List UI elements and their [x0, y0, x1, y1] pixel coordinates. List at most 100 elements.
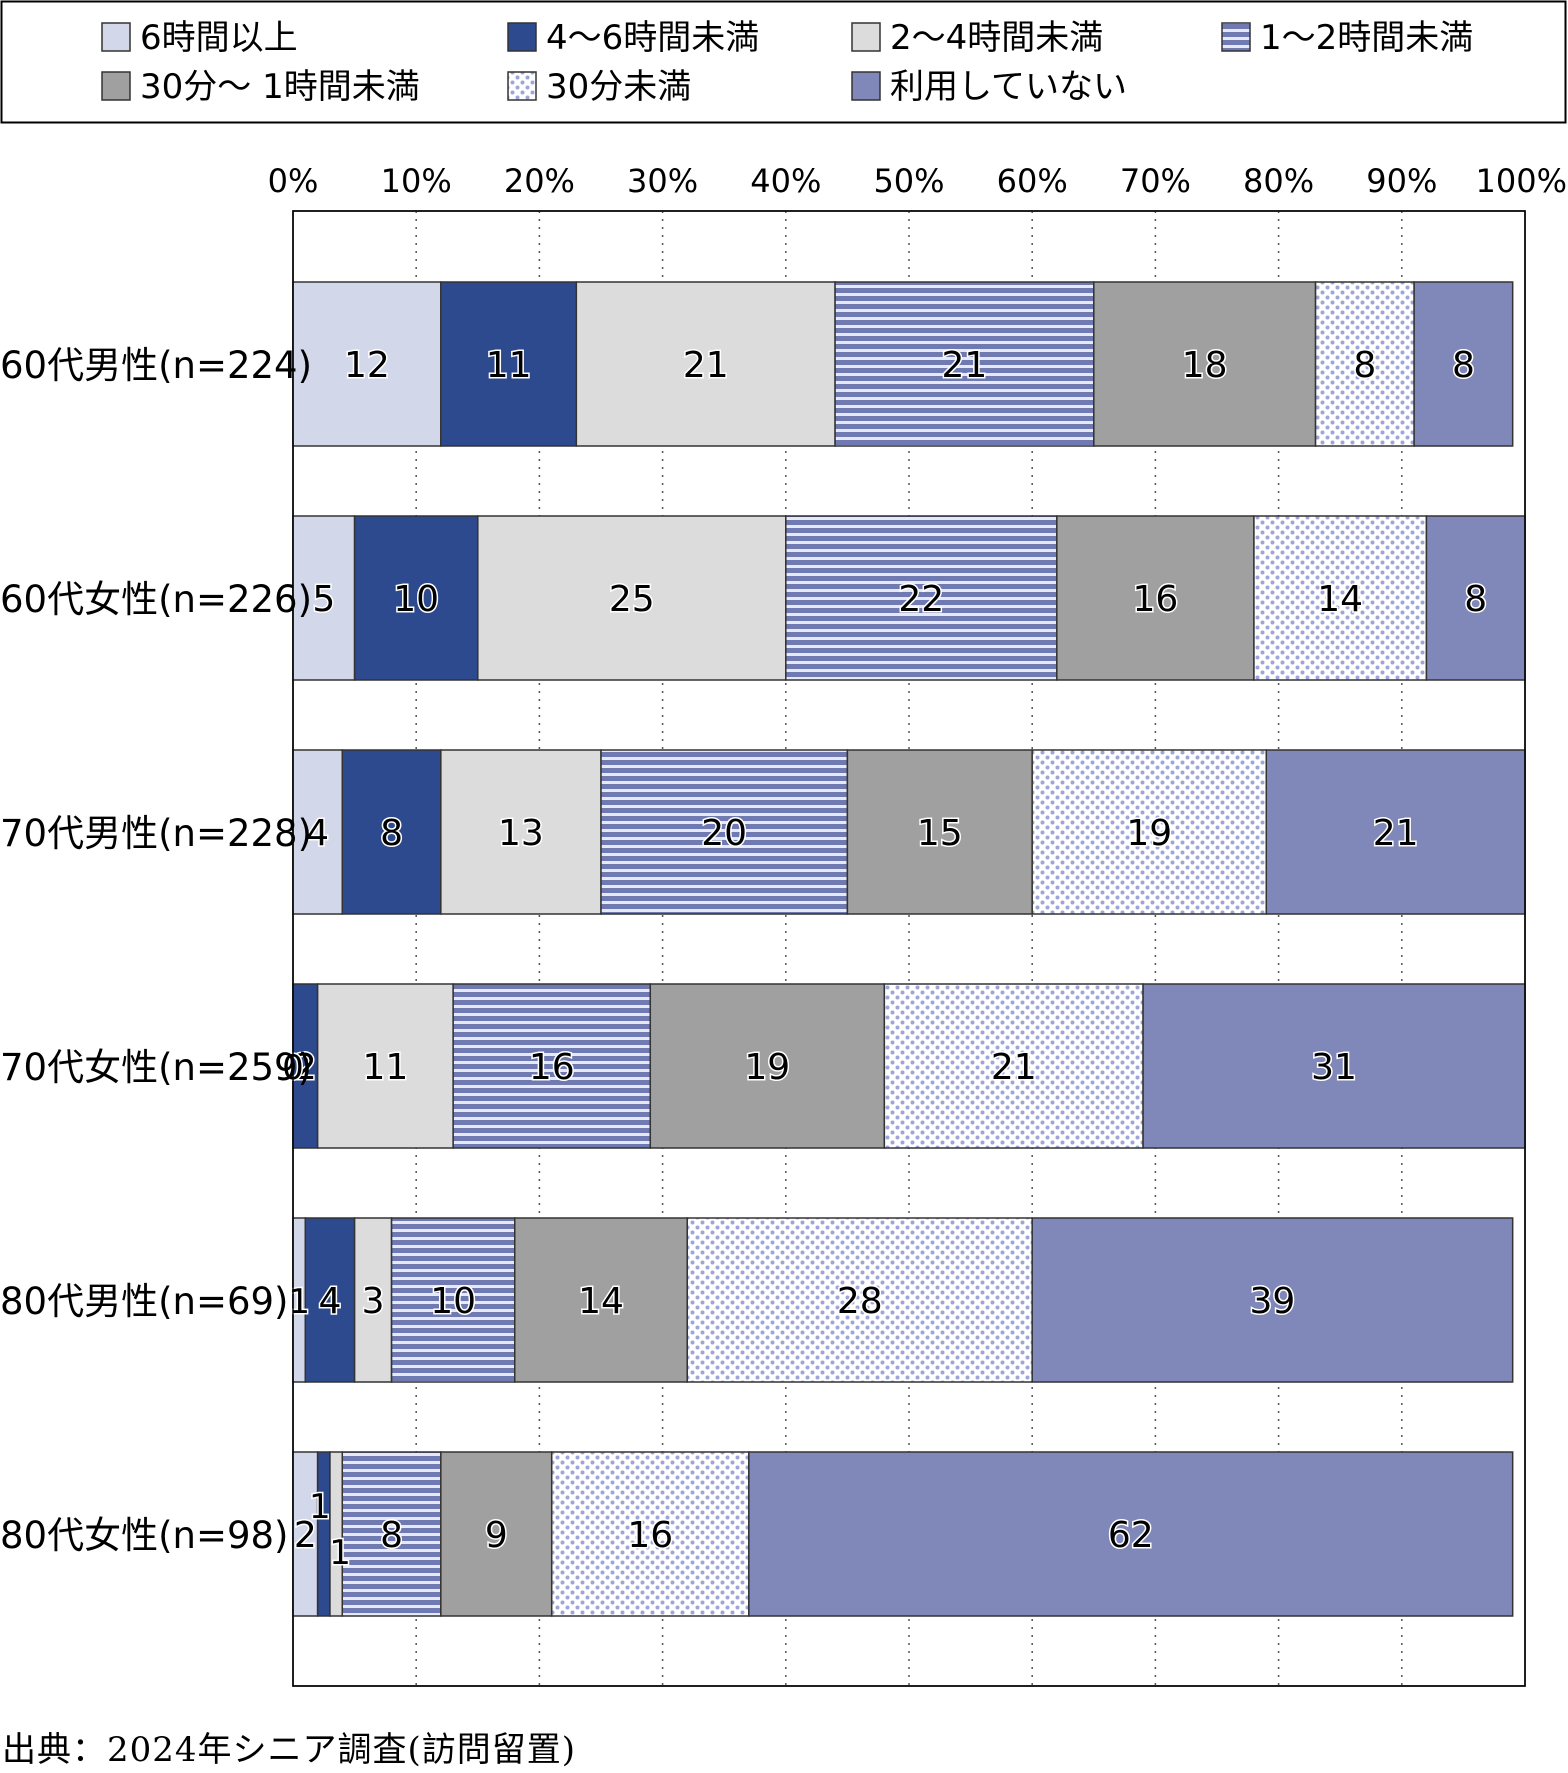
bar-segment [292, 1451, 319, 1617]
legend-swatch [507, 22, 537, 52]
data-label: 10 [430, 1281, 476, 1322]
x-tick-label: 80% [1243, 162, 1314, 200]
bar-segment [452, 983, 652, 1149]
data-label: 10 [393, 579, 439, 620]
bar-segment [575, 281, 836, 447]
data-label: 22 [898, 579, 944, 620]
bar-segment [292, 983, 319, 1149]
bar-segment [440, 1451, 553, 1617]
bar-segment [834, 281, 1095, 447]
data-label: 19 [1126, 813, 1172, 854]
category-label: 70代女性(n=259) [0, 1046, 312, 1089]
bar-segment [785, 515, 1058, 681]
gridlines [415, 211, 1403, 1686]
data-label: 5 [312, 579, 335, 620]
bar-segment [550, 1451, 750, 1617]
bar-segment [477, 515, 787, 681]
data-label: 16 [529, 1047, 575, 1088]
legend-swatch [507, 71, 537, 101]
data-label: 4 [306, 813, 329, 854]
x-tick-label: 20% [504, 162, 575, 200]
data-label: 15 [917, 813, 963, 854]
x-tick-label: 30% [627, 162, 698, 200]
bar-segment [600, 749, 849, 915]
data-label: 14 [578, 1281, 624, 1322]
data-label: 4 [319, 1281, 342, 1322]
data-label: 8 [380, 1515, 403, 1556]
bar-segment [292, 515, 356, 681]
data-label: 62 [1108, 1515, 1154, 1556]
bar-segment [292, 281, 442, 447]
legend-label: 2～4時間未満 [890, 18, 1103, 58]
legend-label: 6時間以上 [140, 18, 298, 58]
data-label: 2 [294, 1047, 317, 1088]
bar-segment [1056, 515, 1255, 681]
bar-segment [883, 983, 1144, 1149]
category-label: 80代女性(n=98) [0, 1514, 288, 1557]
data-label: 21 [1373, 813, 1419, 854]
legend-swatch [851, 71, 881, 101]
bar-segment [1413, 281, 1514, 447]
bar-segment [1425, 515, 1526, 681]
data-label: 12 [344, 345, 390, 386]
bar-segment [846, 749, 1033, 915]
legend-label: 利用していない [890, 67, 1127, 107]
data-label: 8 [1353, 345, 1376, 386]
data-label: 20 [701, 813, 747, 854]
x-tick-label: 70% [1120, 162, 1191, 200]
source-note: 出典：2024年シニア調査(訪問留置) [2, 1730, 577, 1770]
bar-segment [341, 1451, 442, 1617]
data-label: 21 [942, 345, 988, 386]
data-label: 2 [294, 1515, 317, 1556]
legend-label: 4～6時間未満 [546, 18, 759, 58]
data-label: 16 [627, 1515, 673, 1556]
data-label: 9 [485, 1515, 508, 1556]
x-tick-label: 10% [381, 162, 452, 200]
data-label: 25 [609, 579, 655, 620]
legend-label: 30分未満 [546, 67, 691, 107]
x-tick-label: 90% [1366, 162, 1437, 200]
bar-segment [1093, 281, 1317, 447]
data-label: 39 [1250, 1281, 1296, 1322]
bar-segment [1142, 983, 1526, 1149]
data-label: 8 [380, 813, 403, 854]
data-label: 19 [744, 1047, 790, 1088]
data-label: 1 [329, 1533, 351, 1573]
x-tick-label: 50% [873, 162, 944, 200]
data-label: 11 [362, 1047, 408, 1088]
bar-segment [304, 1217, 356, 1383]
legend-label: 1～2時間未満 [1260, 18, 1473, 58]
bar-segment [1265, 749, 1526, 915]
legend-swatch [851, 22, 881, 52]
bar-segment [353, 515, 479, 681]
bars: 12 11 21 21 18 8 85 10 25 22 16 14 84 8 13 20 15 19 212 11 1… [281, 281, 1526, 1617]
data-label: 31 [1311, 1047, 1357, 1088]
category-label: 60代男性(n=224) [0, 344, 312, 387]
data-label: 11 [486, 345, 532, 386]
data-label: 18 [1182, 345, 1228, 386]
data-label: 13 [498, 813, 544, 854]
x-axis-ticks: 0% 10% 20% 30% 40% 50% 60% 70% 80% 90% 100% [268, 162, 1567, 200]
legend-swatch [101, 71, 131, 101]
data-label: 28 [837, 1281, 883, 1322]
bar-segment [649, 983, 886, 1149]
category-label: 70代男性(n=228) [0, 812, 312, 855]
legend: 6時間以上 4～6時間未満 2～4時間未満 1～2時間未満 30分～ 1時間未満 30分未… [101, 18, 1473, 107]
data-label: 3 [362, 1281, 385, 1322]
bar-segment [1314, 281, 1415, 447]
data-label: 16 [1132, 579, 1178, 620]
data-label: 1 [288, 1282, 310, 1322]
bar-segment [316, 1451, 331, 1617]
bar-segment [514, 1217, 688, 1383]
data-label: 8 [1452, 345, 1475, 386]
bar-segment [440, 749, 602, 915]
data-label: 21 [683, 345, 729, 386]
x-tick-label: 40% [750, 162, 821, 200]
category-label: 60代女性(n=226) [0, 578, 312, 621]
bar-segment [1031, 749, 1268, 915]
bar-segment [686, 1217, 1033, 1383]
legend-box [0, 0, 1567, 124]
data-label: 14 [1317, 579, 1363, 620]
bar-segment [316, 983, 454, 1149]
